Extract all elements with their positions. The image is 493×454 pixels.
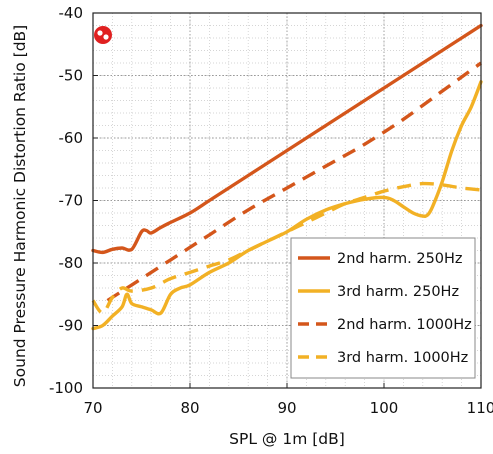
brand-logo-icon — [94, 26, 112, 44]
series-line-2nd-harm-250hz — [91, 23, 483, 255]
legend-label: 3rd harm. 1000Hz — [337, 350, 468, 366]
x-axis-label: SPL @ 1m [dB] — [229, 430, 345, 448]
x-tick-label: 100 — [370, 399, 399, 417]
series-line-3rd-harm-1000hz — [91, 181, 482, 315]
x-tick-label: 90 — [277, 399, 296, 417]
x-tick-label: 70 — [83, 399, 102, 417]
y-tick-label: -100 — [49, 379, 83, 397]
y-tick-label: -50 — [59, 67, 84, 85]
y-axis-label: Sound Pressure Harmonic Distortion Ratio… — [11, 25, 29, 387]
x-tick-label: 80 — [180, 399, 199, 417]
series-line-2nd-harm-1000hz — [106, 61, 482, 302]
legend: 2nd harm. 250Hz 3rd harm. 250Hz 2nd harm. … — [290, 237, 476, 379]
series-line-3rd-harm-250hz — [91, 80, 483, 331]
y-axis-ticks: -40 -50 -60 -70 -80 -90 -100 — [49, 4, 98, 397]
legend-box — [290, 237, 476, 379]
legend-label: 3rd harm. 250Hz — [337, 284, 459, 300]
y-tick-label: -80 — [59, 254, 84, 272]
y-tick-label: -70 — [59, 192, 84, 210]
series-layer — [91, 23, 483, 331]
x-axis-ticks: 70 80 90 100 110 — [83, 383, 493, 417]
y-tick-label: -60 — [59, 129, 84, 147]
x-tick-label: 110 — [467, 399, 493, 417]
y-tick-label: -40 — [59, 4, 84, 22]
legend-label: 2nd harm. 250Hz — [337, 251, 463, 267]
y-tick-label: -90 — [59, 317, 84, 335]
legend-label: 2nd harm. 1000Hz — [337, 317, 472, 333]
